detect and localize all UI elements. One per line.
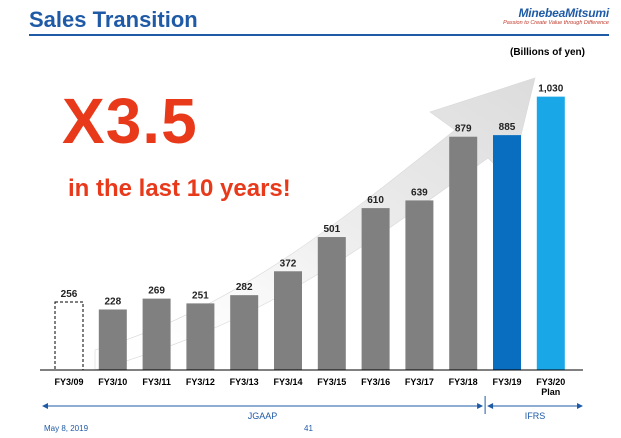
period-arrow-head: [477, 403, 484, 409]
x-tick-label: FY3/12: [186, 377, 215, 387]
logo-name: MinebeaMitsumi: [518, 6, 609, 20]
footer-date: May 8, 2019: [44, 424, 89, 433]
bars-layer: [54, 96, 565, 371]
x-tick-label: FY3/11: [142, 377, 171, 387]
bar-fy3-09: [54, 301, 84, 371]
data-label: 879: [455, 124, 472, 135]
tick-labels-layer: FY3/09 FY3/10 FY3/11 FY3/12 FY3/13 FY3/14 FY3/…: [54, 377, 565, 397]
data-label: 610: [367, 195, 384, 206]
bar-fy3-20-plan: [536, 96, 565, 370]
x-tick-label: FY3/10: [98, 377, 127, 387]
x-tick-label: FY3/18: [449, 377, 478, 387]
bar-fy3-15: [317, 237, 346, 370]
bar-fy3-18: [449, 136, 478, 370]
company-logo: MinebeaMitsumi Passion to Create Value t…: [503, 6, 609, 26]
value-labels-layer: 256 228 269 251 282 372 501 610 639 879 885 1,030: [61, 84, 564, 308]
period-label-jgaap: JGAAP: [248, 411, 278, 421]
x-tick-label: FY3/16: [361, 377, 390, 387]
bar-fy3-11: [142, 298, 171, 370]
data-label: 372: [280, 258, 297, 269]
period-arrow-head: [487, 403, 494, 409]
x-tick-label: FY3/09: [54, 377, 83, 387]
slide-title: Sales Transition: [29, 7, 198, 32]
unit-label: (Billions of yen): [510, 47, 585, 58]
data-label: 639: [411, 187, 428, 198]
x-tick-label: FY3/20 Plan: [536, 377, 565, 397]
data-label: 228: [104, 296, 121, 307]
headline-multiplier: X3.5: [62, 85, 198, 157]
period-label-ifrs: IFRS: [525, 411, 546, 421]
bar-fy3-17: [405, 200, 434, 370]
x-tick-label: FY3/13: [230, 377, 259, 387]
x-tick-label: FY3/14: [273, 377, 302, 387]
bar-fy3-10: [98, 309, 127, 370]
data-label: 282: [236, 282, 253, 293]
data-label: 885: [499, 122, 516, 133]
footer-page-number: 41: [304, 424, 313, 433]
logo-tagline: Passion to Create Value through Differen…: [503, 20, 609, 26]
data-label: 269: [148, 286, 165, 297]
x-tick-label: FY3/17: [405, 377, 434, 387]
bar-fy3-14: [274, 271, 302, 370]
bar-fy3-19: [493, 135, 521, 370]
x-tick-label: FY3/19: [492, 377, 521, 387]
period-layer: JGAAP IFRS: [42, 396, 583, 421]
bar-fy3-13: [230, 295, 259, 370]
title-rule: [29, 34, 609, 36]
period-arrow-head: [42, 403, 48, 409]
data-label: 1,030: [538, 84, 563, 95]
headline-subtitle: in the last 10 years!: [68, 175, 291, 202]
data-label: 501: [323, 224, 340, 235]
bar-fy3-16: [361, 208, 390, 370]
data-label: 251: [192, 290, 209, 301]
bar-fy3-12: [186, 303, 215, 370]
x-tick-label: FY3/15: [317, 377, 346, 387]
data-label: 256: [61, 289, 78, 300]
period-arrow-head: [577, 403, 583, 409]
